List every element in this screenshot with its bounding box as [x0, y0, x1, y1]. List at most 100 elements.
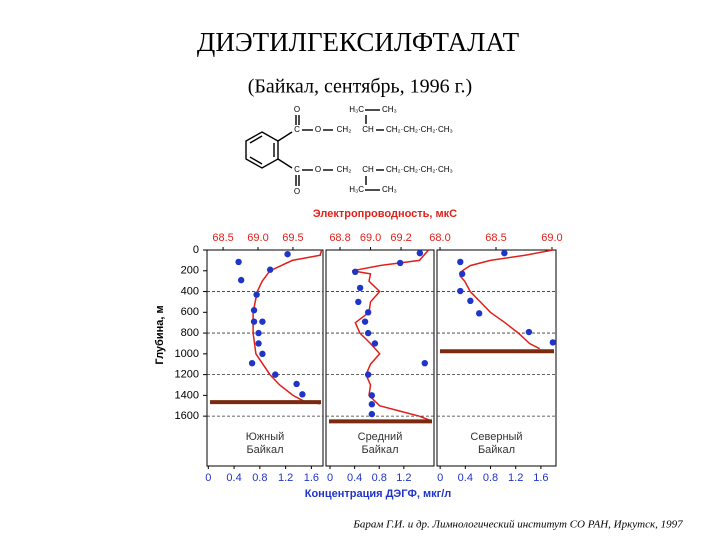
- atom: O: [315, 125, 321, 134]
- atom: O: [294, 187, 300, 196]
- concentration-point: [266, 266, 274, 273]
- concentration-point: [364, 309, 372, 316]
- conductivity-line: [352, 249, 431, 421]
- x-tick-label: 1.2: [508, 472, 523, 484]
- concentration-point: [293, 380, 300, 388]
- concentration-point: [467, 297, 474, 305]
- bond: [277, 131, 293, 142]
- group: CH₂: [337, 165, 352, 174]
- bond: [249, 156, 263, 165]
- bond: [277, 158, 293, 169]
- bottom-axis-title: Концентрация ДЭГФ, мкг/л: [305, 488, 452, 500]
- x2-tick-label: 69.0: [360, 232, 381, 244]
- y-tick-label: 1000: [175, 348, 199, 360]
- concentration-point: [255, 329, 262, 337]
- x2-tick-label: 69.0: [247, 232, 268, 244]
- x-tick-label: 0.8: [483, 472, 498, 484]
- benzene-ring: [245, 131, 279, 169]
- sediment-bar: [329, 419, 432, 424]
- concentration-point: [549, 339, 557, 346]
- concentration-point: [368, 392, 376, 399]
- group: H₃C: [349, 185, 364, 194]
- group: CH₃: [382, 105, 397, 114]
- concentration-point: [250, 307, 258, 314]
- group: CH₂: [337, 125, 352, 134]
- x-tick-label: 1.2: [278, 472, 293, 484]
- conductivity-line: [459, 249, 554, 350]
- x-tick-label: 0.8: [252, 472, 267, 484]
- chain: CH₂·CH₂·CH₂·CH₃: [386, 125, 453, 134]
- concentration-point: [248, 359, 256, 367]
- concentration-point: [237, 276, 245, 284]
- concentration-point: [361, 318, 369, 325]
- concentration-point: [364, 329, 372, 337]
- x2-tick-label: 69.0: [541, 232, 562, 244]
- concentration-point: [355, 298, 362, 306]
- x2-tick-label: 69.5: [282, 232, 303, 244]
- concentration-point: [457, 258, 464, 266]
- chain: CH₂·CH₂·CH₂·CH₃: [386, 165, 453, 174]
- y-tick-label: 1600: [175, 410, 199, 422]
- group: CH₃: [382, 185, 397, 194]
- concentration-point: [259, 318, 266, 325]
- panel-label: Байкал: [361, 444, 398, 456]
- title: ДИЭТИЛГЕКСИЛФТАЛАТ: [197, 27, 520, 57]
- conductivity-line: [252, 249, 323, 405]
- y-tick-label: 1400: [175, 389, 199, 401]
- panel-label: Байкал: [478, 444, 515, 456]
- concentration-point: [371, 340, 379, 347]
- concentration-point: [458, 270, 466, 278]
- panel-label: Северный: [470, 431, 522, 443]
- concentration-point: [356, 284, 364, 292]
- x2-tick-label: 68.5: [485, 232, 506, 244]
- concentration-point: [253, 291, 260, 298]
- group: CH: [362, 125, 374, 134]
- concentration-point: [475, 310, 483, 317]
- x-tick-label: 0: [327, 472, 333, 484]
- concentration-point: [457, 287, 464, 295]
- y-tick-label: 0: [193, 244, 199, 256]
- y-tick-label: 200: [181, 265, 199, 277]
- y-tick-label: 800: [181, 327, 199, 339]
- x2-tick-label: 69.2: [390, 232, 411, 244]
- x2-tick-label: 68.8: [329, 232, 350, 244]
- x-tick-label: 1.6: [533, 472, 548, 484]
- x-tick-label: 0.4: [347, 472, 362, 484]
- atom: C: [294, 125, 300, 134]
- x-tick-label: 0.4: [226, 472, 241, 484]
- structural-formula: [245, 109, 384, 191]
- concentration-point: [250, 318, 258, 325]
- concentration-point: [352, 268, 359, 276]
- citation: Барам Г.И. и др. Лимнологический институ…: [352, 519, 683, 531]
- concentration-point: [368, 410, 376, 418]
- x-tick-label: 1.2: [396, 472, 411, 484]
- concentration-point: [299, 391, 306, 398]
- concentration-point: [396, 259, 404, 267]
- sediment-bar: [210, 400, 321, 405]
- concentration-point: [259, 350, 266, 358]
- y-tick-label: 400: [181, 285, 199, 297]
- formula-labels: O C O CH₂ CH CH₂·CH₂·CH₂·CH₃ H₃C CH₃ O C…: [294, 105, 453, 196]
- x-tick-label: 0: [205, 472, 211, 484]
- atom: O: [315, 165, 321, 174]
- x2-tick-label: 68.5: [212, 232, 233, 244]
- atom: O: [294, 105, 300, 114]
- concentration-point: [525, 328, 533, 336]
- panel-frame: [436, 249, 557, 467]
- y-tick-label: 600: [181, 306, 199, 318]
- concentration-point: [364, 371, 372, 378]
- concentration-point: [272, 371, 279, 378]
- x-tick-label: 0: [437, 472, 443, 484]
- subtitle: (Байкал, сентябрь, 1996 г.): [248, 76, 472, 98]
- concentration-point: [368, 401, 376, 408]
- concentration-point: [235, 258, 242, 266]
- panel-frame: [325, 249, 435, 467]
- panel-label: Байкал: [246, 444, 283, 456]
- sediment-bar: [440, 349, 554, 354]
- top-axis-title: Электропроводность, мкС: [313, 208, 457, 220]
- y-tick-label: 1200: [175, 369, 199, 381]
- panel-label: Южный: [246, 431, 285, 443]
- concentration-point: [501, 249, 508, 257]
- x-tick-label: 0.8: [372, 472, 387, 484]
